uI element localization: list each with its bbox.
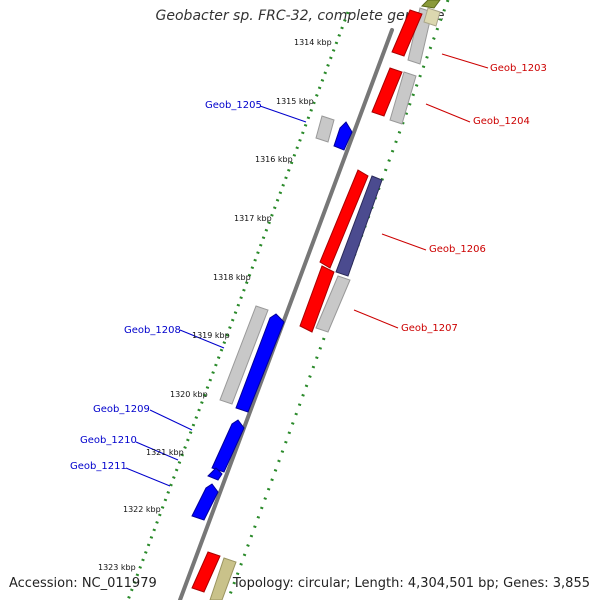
reverse-gene-labels: Geob_1205 Geob_1208 Geob_1209 Geob_1210 …: [70, 100, 262, 472]
kbp-label: 1317 kbp: [234, 214, 272, 223]
kbp-label: 1320 kbp: [170, 390, 208, 399]
gene-1204[interactable]: [371, 67, 403, 117]
forward-gene-labels: Geob_1203 Geob_1204 Geob_1206 Geob_1207: [401, 63, 547, 334]
kbp-label: 1315 kbp: [276, 97, 314, 106]
gene-label-1208: Geob_1208: [124, 325, 181, 336]
gene-label-1203: Geob_1203: [490, 63, 547, 74]
map-title: Geobacter sp. FRC-32, complete genome: [155, 8, 445, 24]
kbp-label: 1322 kbp: [123, 505, 161, 514]
khaki-feature-bottom: [209, 557, 237, 600]
cds-special-1206[interactable]: [335, 175, 383, 277]
gene-1203[interactable]: [391, 9, 423, 57]
gene-label-1209: Geob_1209: [93, 404, 150, 415]
leader-1205: [259, 105, 307, 123]
kbp-label: 1321 kbp: [146, 448, 184, 457]
gene-1207-red[interactable]: [299, 265, 335, 333]
gene-label-1204: Geob_1204: [473, 116, 530, 127]
gene-label-1207: Geob_1207: [401, 323, 458, 334]
kbp-label: 1316 kbp: [255, 155, 293, 164]
leader-1203: [441, 53, 489, 69]
leader-1206: [381, 233, 427, 251]
kbp-label: 1323 kbp: [98, 563, 136, 572]
leader-1210: [135, 441, 179, 461]
leader-1207: [353, 309, 399, 329]
gene-1205[interactable]: [333, 121, 353, 151]
leader-1208: [179, 329, 225, 349]
gene-1211[interactable]: [191, 483, 219, 521]
leader-1204: [425, 103, 471, 123]
leader-1211: [125, 467, 171, 487]
gene-label-1210: Geob_1210: [80, 435, 137, 446]
gene-label-1206: Geob_1206: [429, 244, 486, 255]
kbp-label: 1314 kbp: [294, 38, 332, 47]
kbp-labels: 1314 kbp 1315 kbp 1316 kbp 1317 kbp 1318…: [98, 38, 332, 572]
cds-grey-1205: [315, 115, 335, 143]
cds-grey-1207: [315, 275, 351, 333]
gene-1210[interactable]: [207, 467, 223, 481]
outer-tick-ring: [126, 11, 350, 600]
cds-grey-1208: [219, 305, 269, 405]
cds-grey-1204: [389, 71, 417, 125]
kbp-label: 1318 kbp: [213, 273, 251, 282]
gene-label-1205: Geob_1205: [205, 100, 262, 111]
olive-feature: [420, 0, 441, 9]
kbp-label: 1319 kbp: [192, 331, 230, 340]
gene-bottom-red[interactable]: [191, 551, 221, 593]
gene-label-1211: Geob_1211: [70, 461, 127, 472]
backbone-line: [178, 28, 394, 600]
leader-1209: [149, 409, 193, 431]
khaki-feature-top: [423, 7, 441, 27]
genome-summary: Topology: circular; Length: 4,304,501 bp…: [232, 576, 590, 591]
accession-text: Accession: NC_011979: [9, 576, 157, 591]
gene-1208[interactable]: [235, 313, 285, 413]
gene-1206[interactable]: [319, 169, 369, 269]
